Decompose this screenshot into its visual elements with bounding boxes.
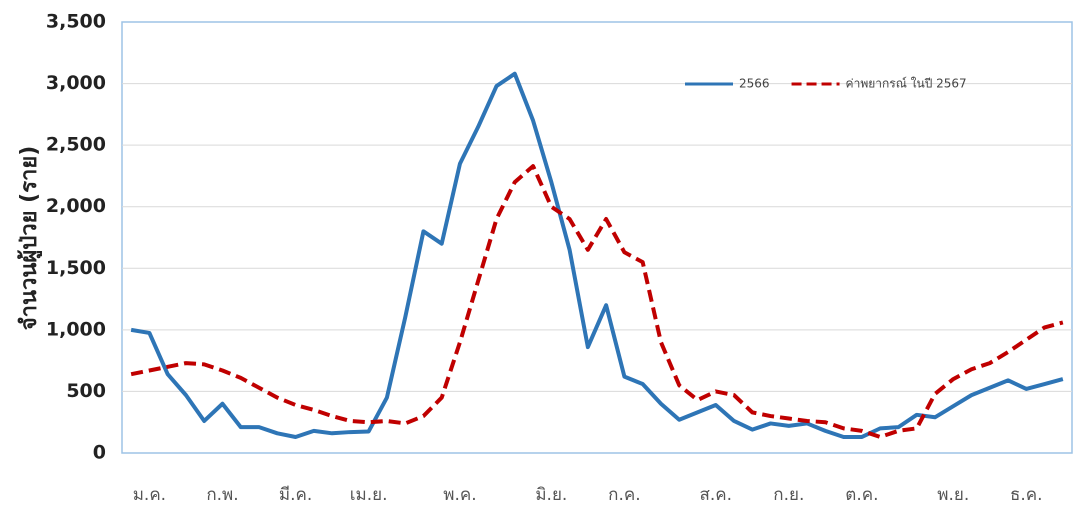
x-tick-label: เม.ย. (350, 485, 388, 505)
y-tick-label: 1,000 (46, 318, 106, 340)
legend-label: 2566 (739, 77, 770, 91)
y-tick-label: 0 (93, 442, 106, 464)
x-tick-label: ธ.ค. (1010, 485, 1043, 505)
x-tick-label: พ.ค. (443, 485, 476, 505)
y-tick-label: 2,500 (46, 134, 106, 156)
y-tick-label: 1,500 (46, 257, 106, 279)
x-tick-label: ก.พ. (206, 485, 238, 505)
x-tick-label: ม.ค. (133, 485, 166, 505)
x-tick-label: ส.ค. (699, 485, 732, 505)
x-tick-label: พ.ย. (937, 485, 969, 505)
y-tick-label: 3,000 (46, 72, 106, 94)
x-tick-label: มี.ค. (279, 485, 312, 505)
y-tick-label: 2,000 (46, 195, 106, 217)
legend-label: ค่าพยากรณ์ ในปี 2567 (846, 77, 967, 91)
x-tick-label: ก.ค. (608, 485, 640, 505)
y-axis-label: จำนวนผู้ป่วย (ราย) (17, 146, 43, 331)
x-tick-label: ก.ย. (773, 485, 804, 505)
series-line (130, 164, 1064, 439)
series-line (130, 71, 1064, 439)
x-tick-label: มิ.ย. (535, 485, 567, 505)
y-tick-label: 3,500 (46, 11, 106, 33)
x-tick-label: ต.ค. (845, 485, 878, 505)
y-tick-label: 500 (66, 380, 106, 402)
